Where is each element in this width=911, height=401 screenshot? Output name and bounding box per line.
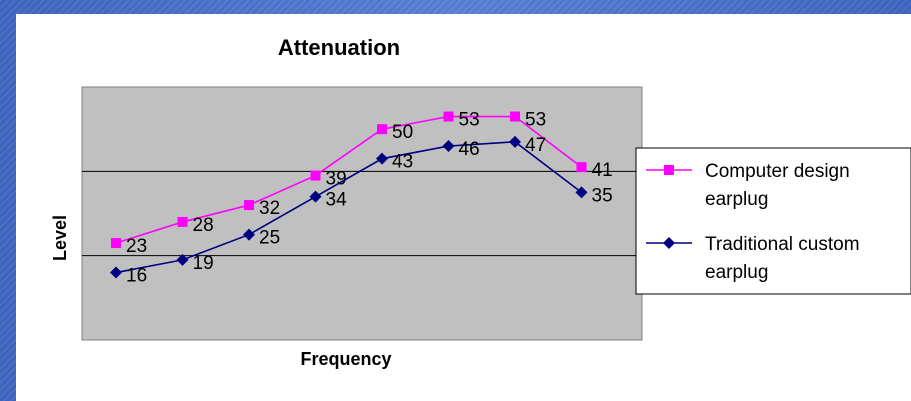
series-1-point-6 bbox=[443, 111, 454, 122]
chart-title: Attenuation bbox=[278, 35, 400, 60]
legend-label-2-line-2: earplug bbox=[705, 262, 768, 283]
series-2-label-8: 35 bbox=[592, 185, 613, 206]
series-line-2 bbox=[115, 140, 582, 274]
series-2-label-1: 16 bbox=[126, 266, 147, 287]
series-1-label-7: 53 bbox=[525, 110, 546, 131]
legend-box bbox=[635, 147, 911, 295]
legend-label-1-line-1: Computer design bbox=[705, 161, 850, 182]
legend-label-2-line-1: Traditional custom bbox=[705, 234, 860, 255]
series-2-point-4 bbox=[309, 190, 322, 203]
plot-background bbox=[81, 86, 643, 341]
series-line-1 bbox=[115, 115, 582, 244]
x-axis-title: Frequency bbox=[300, 349, 391, 369]
series-2-label-3: 25 bbox=[259, 228, 280, 249]
series-1-label-2: 28 bbox=[193, 215, 214, 236]
series-2-point-8 bbox=[575, 186, 588, 199]
series-1-point-4 bbox=[310, 170, 321, 181]
series-1-label-3: 32 bbox=[259, 198, 280, 219]
legend: Computer design earplug Traditional custom… bbox=[635, 147, 911, 295]
series-2-point-1 bbox=[110, 266, 122, 279]
series-1-point-7 bbox=[510, 111, 520, 122]
series-2-label-7: 47 bbox=[525, 135, 546, 156]
line-chart: Attenuation Level Frequency 23 28 32 39 50 53… bbox=[50, 35, 911, 369]
series-1-point-1 bbox=[111, 238, 121, 249]
y-axis-title: Level bbox=[50, 215, 70, 261]
series-2-label-6: 46 bbox=[459, 139, 480, 160]
series-1-point-8 bbox=[576, 162, 587, 173]
series-2-label-2: 19 bbox=[193, 253, 214, 274]
series-1-label-5: 50 bbox=[392, 122, 413, 143]
series-2-point-7 bbox=[509, 135, 521, 148]
series-1-point-2 bbox=[177, 216, 188, 227]
series-2-point-3 bbox=[243, 228, 255, 241]
legend-marker-1 bbox=[664, 165, 674, 175]
chart-panel: Attenuation Level Frequency 23 28 32 39 50 53… bbox=[16, 14, 911, 401]
series-2-point-6 bbox=[442, 140, 455, 153]
series-1-label-1: 23 bbox=[126, 236, 147, 257]
series-2-label-4: 34 bbox=[326, 190, 348, 211]
series-1-label-8: 41 bbox=[592, 160, 613, 181]
legend-marker-2 bbox=[663, 237, 675, 249]
series-1-label-6: 53 bbox=[459, 110, 480, 131]
series-1-point-5 bbox=[377, 124, 387, 135]
series-1-label-4: 39 bbox=[326, 169, 347, 190]
series-2-label-5: 43 bbox=[392, 152, 413, 173]
series-2-point-2 bbox=[176, 253, 189, 266]
series-2-point-5 bbox=[376, 152, 388, 165]
legend-label-1-line-2: earplug bbox=[705, 189, 768, 210]
series-1-point-3 bbox=[244, 200, 254, 211]
plot-area: 23 28 32 39 50 53 53 41 16 19 25 34 43 46 47 35 bbox=[81, 86, 643, 341]
